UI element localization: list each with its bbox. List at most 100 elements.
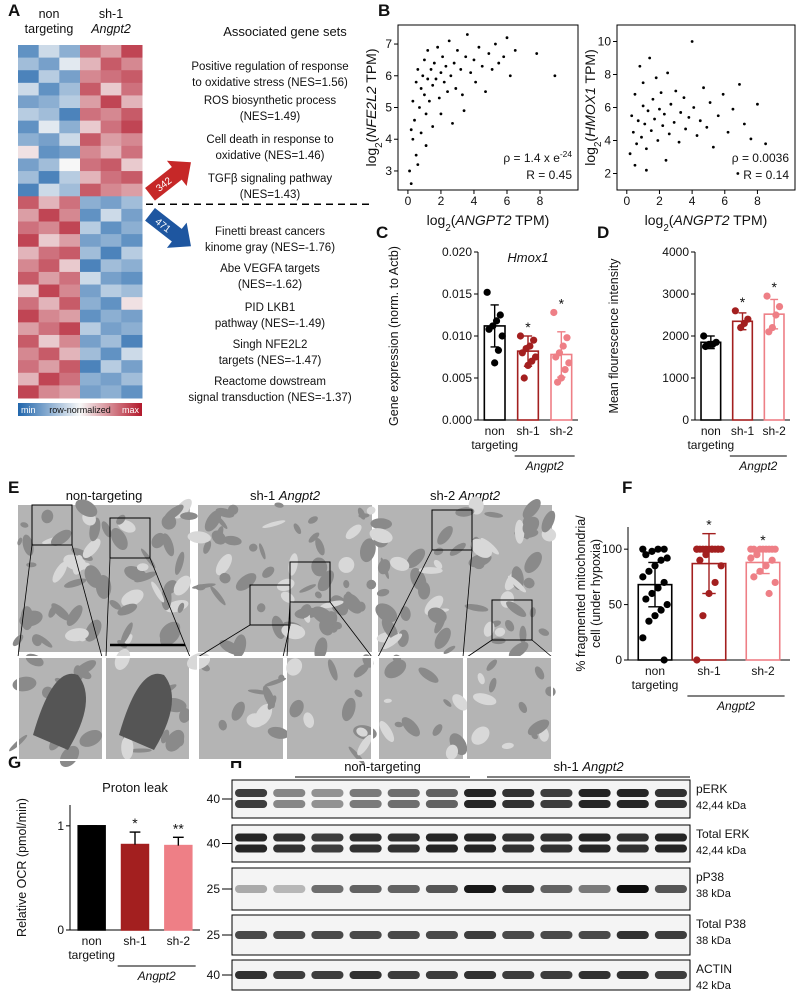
organelle xyxy=(518,701,528,714)
significance: * xyxy=(740,294,746,310)
organelle xyxy=(432,724,443,736)
point xyxy=(633,163,637,167)
gene-set: Finetti breast cancers xyxy=(215,226,325,238)
band xyxy=(540,789,573,797)
heatmap-cell xyxy=(100,322,122,336)
organelle xyxy=(79,729,103,747)
organelle xyxy=(486,659,498,671)
organelle xyxy=(258,543,266,560)
band xyxy=(616,971,649,979)
y-tick-label: 3000 xyxy=(662,287,689,301)
blot-frame xyxy=(231,779,691,819)
band xyxy=(425,800,458,808)
organelle xyxy=(445,744,459,760)
heatmap-cell xyxy=(38,133,60,147)
point xyxy=(731,307,739,315)
organelle xyxy=(48,604,58,618)
point xyxy=(484,90,487,94)
inset-line xyxy=(531,639,553,658)
gene-set: Cell death in response to xyxy=(206,134,333,146)
x-tick-label: 6 xyxy=(721,194,728,208)
point xyxy=(714,545,722,553)
heatmap-cell xyxy=(59,297,81,311)
band xyxy=(235,800,268,808)
heatmap-cell xyxy=(121,347,143,361)
point xyxy=(491,359,499,367)
text-part: TPM) xyxy=(363,48,379,86)
heatmap-cell xyxy=(100,95,122,109)
band xyxy=(387,833,420,842)
colorbar-min: min xyxy=(21,405,36,415)
annotation: R = 0.14 xyxy=(743,168,789,182)
y-axis-label: cell (under hypoxia) xyxy=(589,539,603,648)
band xyxy=(464,789,497,797)
protein-kda: 42,44 kDa xyxy=(696,845,747,857)
inset-line xyxy=(377,549,433,658)
heatmap-cell xyxy=(80,108,102,122)
organelle xyxy=(314,637,328,662)
x-tick-label: 4 xyxy=(689,194,696,208)
heatmap-cell xyxy=(59,284,81,298)
band xyxy=(387,789,420,797)
point xyxy=(419,87,423,90)
heatmap-cell xyxy=(59,385,81,399)
text-part: non-targeting xyxy=(66,488,143,503)
organelle xyxy=(315,538,325,556)
heatmap-cell xyxy=(38,372,60,386)
organelle xyxy=(127,748,152,753)
organelle xyxy=(345,524,362,540)
heatmap-cell xyxy=(121,221,143,235)
organelle xyxy=(299,604,312,618)
text-part: TPM) xyxy=(729,212,767,228)
y-tick-label: 8 xyxy=(604,68,611,82)
gene-set: Positive regulation of response xyxy=(191,61,348,73)
heatmap-cell xyxy=(80,246,102,260)
heatmap-cell xyxy=(80,82,102,96)
organelle xyxy=(538,628,550,636)
point xyxy=(700,332,708,340)
point xyxy=(452,61,456,65)
x-tick-label: 8 xyxy=(537,194,544,208)
organelle xyxy=(50,529,72,546)
heatmap-cell xyxy=(18,347,40,361)
heatmap-cell xyxy=(18,246,40,260)
organelle xyxy=(219,572,231,584)
band xyxy=(654,971,687,979)
band xyxy=(387,844,420,853)
heatmap-cell xyxy=(38,120,60,134)
point xyxy=(711,578,719,587)
text-part: ( xyxy=(363,137,379,142)
organelle xyxy=(271,615,286,639)
heatmap-cell xyxy=(121,82,143,96)
point xyxy=(762,562,770,570)
band xyxy=(387,800,420,808)
micrograph xyxy=(12,498,198,652)
y-tick-label: 0.020 xyxy=(442,245,472,259)
heatmap-cell xyxy=(59,108,81,122)
heatmap-cell xyxy=(38,309,60,323)
point xyxy=(764,142,768,146)
point xyxy=(416,68,420,71)
point xyxy=(513,48,517,52)
inset-box xyxy=(431,509,473,551)
point xyxy=(636,119,640,123)
heatmap-cell xyxy=(80,183,102,197)
organelle xyxy=(400,606,411,622)
point xyxy=(494,346,503,354)
organelle xyxy=(195,584,206,591)
annotation: ρ = 1.4 x e-24 xyxy=(503,149,572,165)
point xyxy=(427,99,431,103)
mitochondrion xyxy=(119,673,172,750)
point xyxy=(654,76,658,80)
point xyxy=(690,40,694,43)
heatmap-cell xyxy=(59,221,81,235)
organelle xyxy=(418,567,443,574)
heatmap-cell xyxy=(38,171,60,185)
organelle xyxy=(163,504,184,521)
heatmap-cell xyxy=(121,246,143,260)
organelle xyxy=(433,559,443,570)
organelle xyxy=(162,533,175,557)
organelle xyxy=(249,543,258,552)
heatmap-cell xyxy=(80,95,102,109)
point xyxy=(771,578,779,587)
